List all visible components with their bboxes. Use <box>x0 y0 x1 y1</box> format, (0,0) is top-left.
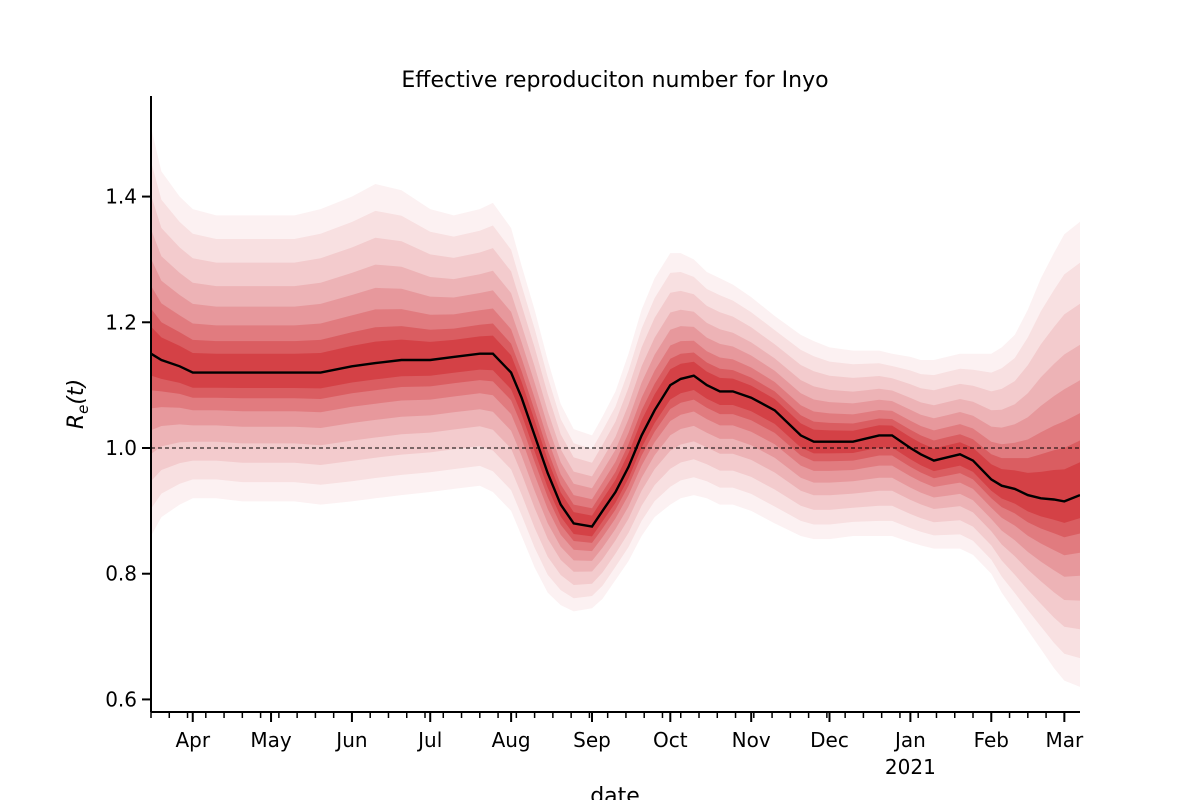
credible-bands <box>151 127 1080 687</box>
x-tick-label: Feb <box>974 728 1009 752</box>
x-ticks: Apr May Jun Jul Aug Sep Oct Nov Dec Jan 2021 Feb Mar <box>150 712 1084 779</box>
x-tick-label: Sep <box>573 728 611 752</box>
credible-band-1 <box>151 127 1080 687</box>
x-tick-label: Apr <box>175 728 210 752</box>
x-tick-label: Nov <box>732 728 771 752</box>
y-tick-label: 1.0 <box>105 436 137 460</box>
y-tick-label: 1.4 <box>105 185 137 209</box>
y-tick-label: 0.6 <box>105 687 137 711</box>
credible-band-3 <box>151 195 1080 630</box>
credible-band-4 <box>151 229 1080 601</box>
x-tick-label: Mar <box>1045 728 1084 752</box>
y-tick-label: 1.2 <box>105 310 137 334</box>
median-line <box>151 352 1080 528</box>
x-tick-label: Jan <box>893 728 926 752</box>
x-tick-label: Jul <box>416 728 442 752</box>
credible-band-8 <box>151 326 1080 537</box>
x-tick-label: Jun <box>334 728 367 752</box>
credible-band-6 <box>151 285 1080 556</box>
credible-band-7 <box>151 308 1080 543</box>
x-tick-label: Oct <box>653 728 688 752</box>
y-ticks: 0.6 0.8 1.0 1.2 1.4 <box>105 185 151 711</box>
x-axis-label: date <box>590 784 640 800</box>
x-tick-label: Dec <box>810 728 849 752</box>
x-tick-label: May <box>250 728 292 752</box>
credible-band-5 <box>151 258 1080 577</box>
chart-title: Effective reproduciton number for Inyo <box>401 68 828 93</box>
x-tick-year-label: 2021 <box>885 755 936 779</box>
x-tick-label: Aug <box>492 728 531 752</box>
y-axis-label: Re(t) <box>64 379 92 429</box>
credible-band-2 <box>151 161 1080 659</box>
y-tick-label: 0.8 <box>105 562 137 586</box>
